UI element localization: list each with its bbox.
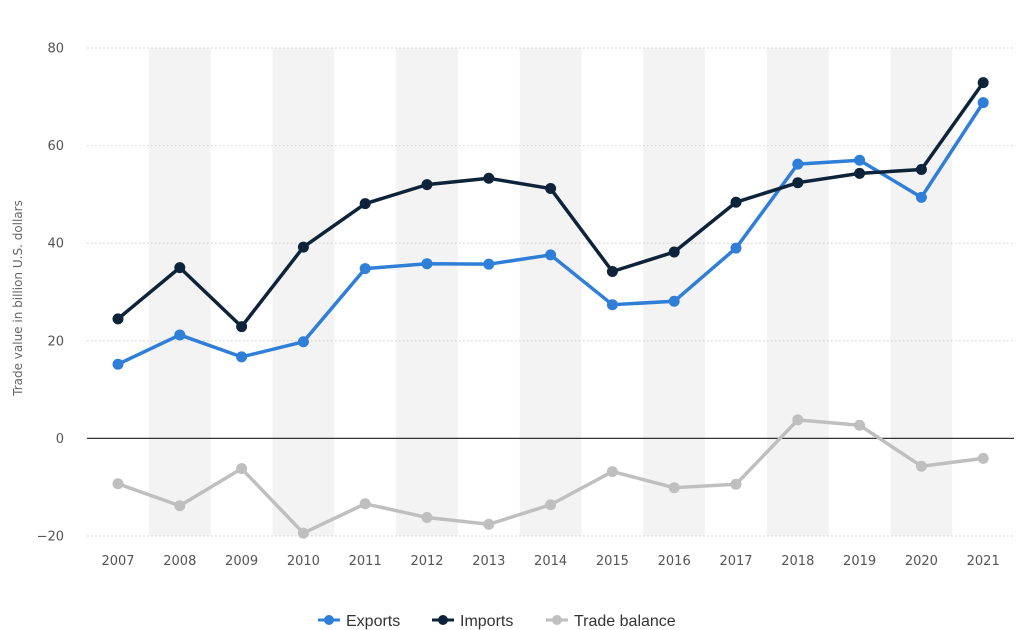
y-tick-label: 40 xyxy=(47,237,64,252)
data-point[interactable] xyxy=(606,466,618,478)
data-point[interactable] xyxy=(359,263,371,275)
data-point[interactable] xyxy=(854,419,866,431)
data-point[interactable] xyxy=(668,246,680,258)
x-tick-label: 2021 xyxy=(967,554,1000,569)
legend-label: Imports xyxy=(460,613,513,630)
y-tick-label: −20 xyxy=(37,530,64,545)
x-tick-label: 2013 xyxy=(472,554,505,569)
data-point[interactable] xyxy=(297,336,309,348)
data-point[interactable] xyxy=(606,299,618,311)
column-band xyxy=(272,48,335,536)
data-point[interactable] xyxy=(297,241,309,253)
y-tick-label: 20 xyxy=(47,334,64,349)
x-tick-label: 2007 xyxy=(101,554,134,569)
column-band xyxy=(396,48,458,536)
data-point[interactable] xyxy=(730,196,742,208)
x-tick-label: 2010 xyxy=(287,554,320,569)
series-exports xyxy=(112,97,989,370)
legend-item[interactable]: Imports xyxy=(432,613,513,630)
data-point[interactable] xyxy=(977,452,989,464)
data-point[interactable] xyxy=(112,313,124,325)
legend-label: Trade balance xyxy=(574,613,676,630)
data-point[interactable] xyxy=(545,183,557,195)
data-point[interactable] xyxy=(730,478,742,490)
data-point[interactable] xyxy=(545,499,557,511)
alternating-column-bands xyxy=(148,48,953,536)
x-tick-label: 2018 xyxy=(781,554,814,569)
data-point[interactable] xyxy=(174,262,186,274)
column-band xyxy=(148,48,211,536)
x-tick-label: 2009 xyxy=(225,554,258,569)
data-point[interactable] xyxy=(915,164,927,176)
legend-point-marker xyxy=(438,615,448,625)
data-point[interactable] xyxy=(915,460,927,472)
data-point[interactable] xyxy=(236,321,248,333)
series-trade-balance xyxy=(112,414,989,539)
data-point[interactable] xyxy=(915,191,927,203)
data-point[interactable] xyxy=(854,167,866,179)
data-point[interactable] xyxy=(421,511,433,523)
data-point[interactable] xyxy=(483,172,495,184)
data-point[interactable] xyxy=(174,329,186,341)
y-tick-label: 0 xyxy=(56,432,64,447)
data-point[interactable] xyxy=(854,154,866,166)
x-tick-label: 2017 xyxy=(719,554,752,569)
data-point[interactable] xyxy=(730,242,742,254)
data-point[interactable] xyxy=(483,258,495,270)
legend: Exports Imports Trade balance xyxy=(318,613,676,630)
x-tick-label: 2008 xyxy=(163,554,196,569)
column-band xyxy=(890,48,953,536)
x-axis-tick-labels: 2007 2008 2009 2010 2011 2012 2013 2014 2015 2016… xyxy=(101,554,999,569)
x-tick-label: 2011 xyxy=(349,554,382,569)
data-point[interactable] xyxy=(606,266,618,278)
data-point[interactable] xyxy=(112,358,124,370)
data-point[interactable] xyxy=(174,500,186,512)
data-point[interactable] xyxy=(792,414,804,426)
data-point[interactable] xyxy=(668,295,680,307)
legend-label: Exports xyxy=(346,613,400,630)
legend-item[interactable]: Exports xyxy=(318,613,400,630)
data-point[interactable] xyxy=(236,351,248,363)
data-point[interactable] xyxy=(668,482,680,494)
y-axis-label: Trade value in billion U.S. dollars xyxy=(11,200,25,397)
data-point[interactable] xyxy=(977,77,989,89)
x-tick-label: 2015 xyxy=(596,554,629,569)
data-point[interactable] xyxy=(421,179,433,191)
x-tick-label: 2014 xyxy=(534,554,567,569)
data-point[interactable] xyxy=(421,258,433,270)
column-band xyxy=(643,48,706,536)
series-lines xyxy=(112,77,989,539)
data-point[interactable] xyxy=(112,478,124,490)
x-tick-label: 2012 xyxy=(410,554,443,569)
data-point[interactable] xyxy=(236,463,248,475)
x-tick-label: 2019 xyxy=(843,554,876,569)
series-imports xyxy=(112,77,989,333)
grid-lines xyxy=(87,47,1014,537)
data-point[interactable] xyxy=(297,527,309,539)
y-tick-label: 80 xyxy=(47,42,64,57)
x-tick-label: 2020 xyxy=(905,554,938,569)
legend-point-marker xyxy=(552,615,562,625)
y-axis-tick-labels: 80 60 40 20 0 −20 xyxy=(37,42,64,545)
x-tick-label: 2016 xyxy=(658,554,691,569)
data-point[interactable] xyxy=(792,177,804,189)
legend-point-marker xyxy=(324,615,334,625)
data-point[interactable] xyxy=(359,198,371,210)
data-point[interactable] xyxy=(545,249,557,261)
column-band xyxy=(519,48,582,536)
data-point[interactable] xyxy=(483,518,495,530)
y-tick-label: 60 xyxy=(47,139,64,154)
data-point[interactable] xyxy=(792,158,804,170)
column-band xyxy=(766,48,829,536)
data-point[interactable] xyxy=(359,498,371,510)
legend-item[interactable]: Trade balance xyxy=(546,613,676,630)
data-point[interactable] xyxy=(977,97,989,109)
